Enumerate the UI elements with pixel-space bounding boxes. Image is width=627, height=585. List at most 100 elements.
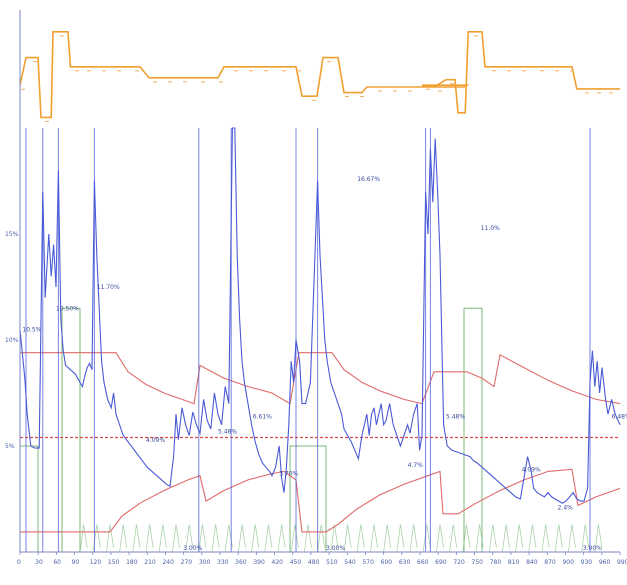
volume-tick: [581, 524, 590, 553]
x-tick-label: 420: [272, 559, 284, 566]
volume-tick: [449, 524, 458, 553]
volume-tick: [317, 524, 326, 553]
volume-tick: [383, 524, 392, 553]
volume-tick: [594, 524, 603, 553]
x-tick-label: 780: [490, 559, 502, 566]
lower-band-line: [20, 468, 621, 533]
volume-tick: [568, 524, 576, 553]
volume-tick: [185, 524, 194, 553]
data-label: 4.09%: [522, 466, 541, 473]
data-label: 4.7%: [408, 462, 424, 469]
x-tick-label: 900: [562, 559, 574, 566]
bands-layer: [20, 352, 621, 533]
x-tick-label: 360: [235, 559, 247, 566]
volume-tick: [238, 524, 246, 553]
data-label: 11.0%: [481, 225, 500, 232]
volume-line: [20, 307, 620, 553]
x-tick-label: 390: [253, 559, 265, 566]
y-tick-label: 15%: [5, 231, 19, 238]
bottom-data-label: 3.00%: [583, 545, 602, 552]
volume-tick: [330, 524, 339, 553]
volume-tick: [554, 524, 563, 553]
volume-tick: [475, 524, 484, 553]
x-tick-label: 0: [17, 559, 21, 566]
top-series-line: [19, 31, 620, 119]
volume-tick: [145, 524, 154, 553]
x-tick-label: 810: [508, 559, 520, 566]
x-tick-label: 540: [344, 559, 356, 566]
x-tick-label: 990: [617, 559, 627, 566]
x-tick-label: 930: [581, 559, 593, 566]
y-tick-label: 5%: [5, 443, 15, 450]
x-tick-label: 480: [308, 559, 320, 566]
labels-layer: 10.5% 10.50% 11.70% 4.09% 5.48% 6.61% 3.70% 16.…: [22, 176, 627, 552]
volume-tick: [304, 524, 312, 553]
data-label: 6.61%: [253, 413, 272, 420]
x-tick-label: 30: [35, 559, 43, 566]
volume-tick: [422, 524, 431, 553]
volume-tick: [106, 524, 114, 553]
data-label: 11.70%: [97, 284, 120, 291]
data-label: 4.09%: [146, 437, 165, 444]
x-tick-label: 960: [599, 559, 611, 566]
x-tick-label: 630: [399, 559, 411, 566]
volume-tick: [79, 524, 88, 553]
volume-tick: [515, 524, 524, 553]
x-tick-label: 60: [53, 559, 61, 566]
price-layer: [19, 127, 621, 504]
volume-tick: [290, 524, 299, 553]
x-tick-label: 180: [126, 559, 138, 566]
x-tick-label: 270: [181, 559, 193, 566]
x-tick-label: 600: [381, 559, 393, 566]
x-tick-label: 150: [108, 559, 120, 566]
volume-tick: [488, 524, 497, 553]
data-label: 16.67%: [357, 176, 380, 183]
data-label: 10.50%: [56, 305, 79, 312]
volume-tick: [211, 524, 220, 553]
x-tick-label: 210: [144, 559, 156, 566]
volume-layer: [20, 307, 620, 553]
volume-tick: [264, 524, 273, 553]
volume-tick: [343, 524, 352, 553]
bottom-data-label: 3.00%: [326, 545, 345, 552]
x-tick-label: 510: [326, 559, 338, 566]
x-tick-label: 240: [162, 559, 174, 566]
volume-tick: [158, 524, 167, 553]
volume-tick: [132, 524, 141, 553]
x-tick-label: 300: [199, 559, 211, 566]
axes-layer: 0 30 60 90 120 150 180 210 240 270 300 330 360 390 420…: [5, 10, 627, 566]
volume-tick: [251, 524, 260, 553]
x-tick-label: 870: [544, 559, 556, 566]
x-tick-label: 840: [526, 559, 538, 566]
x-tick-label: 690: [435, 559, 447, 566]
volume-tick: [198, 524, 207, 553]
volume-tick: [119, 524, 128, 553]
volume-tick: [541, 524, 550, 553]
data-label: 6.48%: [612, 413, 627, 420]
volume-tick: [356, 524, 365, 553]
volume-tick: [502, 524, 510, 553]
y-tick-label: 10%: [5, 337, 19, 344]
data-label: 3.70%: [279, 471, 298, 478]
volume-tick: [436, 524, 444, 553]
x-tick-label: 90: [72, 559, 80, 566]
volume-tick: [528, 524, 537, 553]
x-tick-label: 450: [290, 559, 302, 566]
bottom-data-label: 3.00%: [183, 545, 202, 552]
x-tick-label: 750: [472, 559, 484, 566]
x-tick-label: 570: [362, 559, 374, 566]
data-label: 10.5%: [22, 327, 41, 334]
data-label: 2.4%: [558, 505, 574, 512]
upper-band-line: [20, 352, 621, 405]
x-tick-label: 660: [417, 559, 429, 566]
volume-tick: [277, 524, 286, 553]
top-series-layer: [19, 31, 620, 122]
volume-tick: [409, 524, 418, 553]
data-label: 5.48%: [446, 413, 465, 420]
x-tick-label: 720: [453, 559, 465, 566]
volume-tick: [172, 524, 180, 553]
volume-tick: [462, 524, 471, 553]
price-series-line: [19, 127, 621, 504]
